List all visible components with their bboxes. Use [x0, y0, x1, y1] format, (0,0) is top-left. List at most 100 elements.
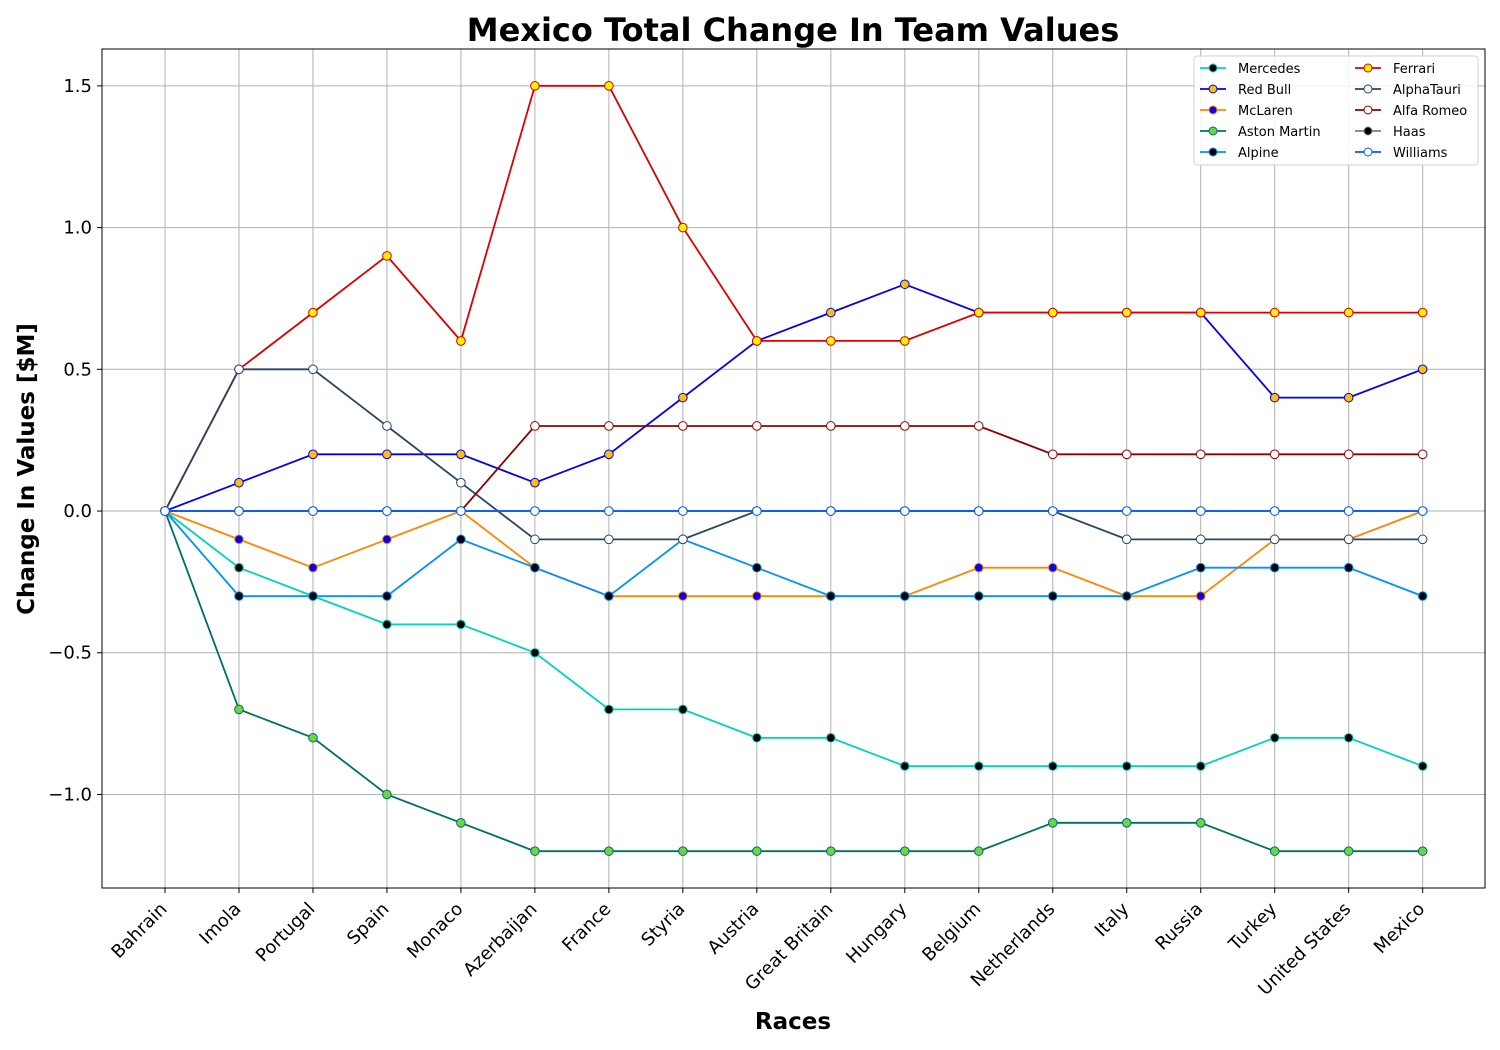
- data-point: [1269, 307, 1280, 318]
- data-point: [826, 307, 836, 318]
- legend-marker-swatch: [1363, 63, 1373, 73]
- data-point: [1047, 307, 1058, 318]
- data-point: [382, 789, 392, 800]
- data-point: [973, 846, 984, 856]
- data-point: [826, 506, 836, 516]
- data-point: [382, 619, 392, 630]
- data-point: [530, 477, 540, 488]
- legend-item: Williams: [1355, 146, 1448, 161]
- legend-item: Alfa Romeo: [1355, 104, 1467, 119]
- data-point: [678, 534, 688, 545]
- x-tick-label: Portugal: [252, 899, 320, 967]
- x-tick-label: Spain: [343, 899, 393, 949]
- data-point: [1269, 392, 1280, 403]
- data-point: [1269, 562, 1280, 573]
- data-point: [530, 506, 540, 516]
- data-point: [1417, 591, 1428, 601]
- series-line: [165, 425, 1423, 512]
- data-point: [1343, 562, 1354, 573]
- data-point: [1269, 846, 1280, 856]
- data-point: [456, 619, 466, 630]
- legend-marker-swatch: [1363, 126, 1373, 136]
- data-point: [1343, 307, 1354, 318]
- data-point: [308, 307, 318, 318]
- legend-marker-swatch: [1208, 126, 1218, 136]
- legend-marker-swatch: [1363, 105, 1373, 115]
- data-point: [752, 421, 762, 431]
- data-point: [234, 534, 244, 545]
- data-point: [604, 591, 614, 601]
- chart-title: Mexico Total Change In Team Values: [467, 11, 1120, 49]
- legend-box: [1193, 55, 1479, 166]
- data-point: [382, 506, 392, 516]
- data-point: [1121, 818, 1132, 828]
- data-point: [826, 591, 836, 601]
- data-point: [1417, 449, 1428, 460]
- series-line: [164, 84, 1423, 512]
- data-point: [604, 81, 614, 91]
- data-point: [973, 506, 984, 516]
- x-tick-label: Russia: [1151, 899, 1207, 955]
- data-point: [752, 591, 762, 601]
- data-point: [900, 506, 910, 516]
- x-axis: Bahrain Imola Portugal Spain MonacoAzerbaija…: [107, 888, 1429, 1000]
- data-point: [382, 591, 392, 601]
- legend-marker-swatch: [1363, 147, 1373, 157]
- data-point: [382, 251, 392, 261]
- y-tick-label: 1.5: [63, 76, 92, 97]
- data-point: [1047, 591, 1058, 601]
- data-point: [1047, 449, 1058, 460]
- data-point: [1343, 506, 1354, 516]
- legend-item: Red Bull: [1200, 83, 1291, 98]
- data-point: [604, 704, 614, 715]
- x-tick-label: Imola: [195, 899, 245, 949]
- data-point: [1195, 449, 1206, 460]
- data-point: [456, 449, 466, 460]
- data-point: [1121, 761, 1132, 771]
- data-point: [752, 846, 762, 856]
- series-line: [164, 510, 1424, 767]
- data-point: [900, 846, 910, 856]
- data-point: [308, 591, 318, 601]
- grid: [102, 49, 1485, 888]
- y-tick-label: −0.5: [48, 643, 92, 664]
- data-point: [234, 506, 244, 516]
- data-point: [1417, 364, 1428, 375]
- data-point: [1343, 449, 1354, 460]
- data-point: [1417, 506, 1428, 516]
- series-williams: [160, 506, 1428, 516]
- data-point: [1343, 846, 1354, 856]
- data-point: [308, 562, 318, 573]
- data-point: [1269, 534, 1280, 545]
- data-point: [530, 421, 540, 431]
- x-tick-label: Styria: [637, 899, 689, 951]
- legend-label: Alpine: [1238, 146, 1279, 161]
- legend-marker-swatch: [1208, 63, 1218, 73]
- data-point: [308, 506, 318, 516]
- legend-marker-swatch: [1208, 84, 1218, 94]
- data-point: [1121, 591, 1132, 601]
- data-point: [604, 449, 614, 460]
- data-point: [1121, 307, 1132, 318]
- legend-item: AlphaTauri: [1355, 83, 1461, 98]
- data-point: [1195, 562, 1206, 573]
- data-point: [1269, 506, 1280, 516]
- data-point: [900, 761, 910, 771]
- data-point: [604, 846, 614, 856]
- legend-item: Alpine: [1200, 146, 1279, 161]
- data-point: [1417, 307, 1428, 318]
- data-point: [826, 421, 836, 431]
- data-point: [456, 336, 466, 346]
- x-tick-label: Austria: [704, 899, 764, 959]
- data-point: [234, 591, 244, 601]
- data-point: [900, 591, 910, 601]
- data-point: [234, 562, 244, 573]
- data-point: [826, 336, 836, 346]
- legend-label: Alfa Romeo: [1393, 104, 1467, 119]
- x-tick-label: Monaco: [403, 899, 467, 963]
- data-point: [1047, 818, 1058, 828]
- x-axis-label: Races: [755, 1009, 831, 1035]
- data-point: [456, 506, 466, 516]
- data-point: [234, 704, 244, 715]
- x-tick-label: Belgium: [918, 899, 985, 966]
